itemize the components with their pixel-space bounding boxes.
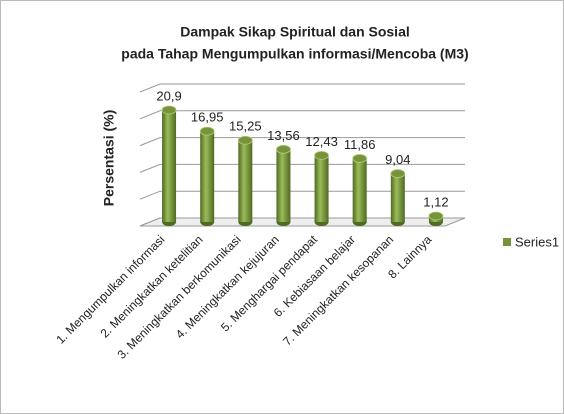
bar-part (162, 109, 177, 222)
bar-part (199, 126, 215, 136)
bar-part (314, 155, 329, 222)
bar (352, 154, 368, 226)
bar (276, 144, 291, 226)
data-label: 13,56 (267, 128, 300, 143)
data-label: 20,9 (156, 88, 181, 103)
data-label: 15,25 (229, 119, 262, 134)
grid-line (139, 83, 465, 93)
data-label: 1,12 (423, 194, 448, 209)
bar-part (238, 140, 253, 222)
data-label: 12,43 (305, 134, 338, 149)
bar (199, 126, 215, 226)
chart-title: pada Tahap Mengumpulkan informasi/Mencob… (121, 46, 468, 62)
bar-part (390, 169, 406, 178)
bar (237, 135, 253, 226)
bar (314, 150, 329, 226)
bar-part (161, 105, 177, 115)
bar-part (200, 131, 215, 222)
bar-part (428, 211, 444, 221)
bar-part (352, 158, 367, 222)
y-axis-label: Persentasi (%) (101, 110, 117, 206)
legend-swatch (503, 238, 511, 246)
bar (390, 169, 406, 226)
legend-label: Series1 (515, 234, 559, 249)
data-label: 16,95 (191, 110, 224, 125)
data-label: 9,04 (385, 152, 410, 167)
grid-line (139, 110, 465, 120)
bar-part (390, 173, 405, 222)
floor (139, 217, 466, 227)
bar (161, 105, 177, 226)
bar-part (276, 144, 291, 154)
bar-part (314, 150, 329, 160)
bar-part (276, 149, 291, 222)
chart-title: Dampak Sikap Spiritual dan Sosial (180, 24, 410, 40)
bar-part (237, 135, 253, 145)
bar-part (352, 154, 368, 163)
data-label: 11,86 (344, 137, 376, 152)
grid-line (139, 137, 465, 147)
bar (428, 211, 444, 226)
